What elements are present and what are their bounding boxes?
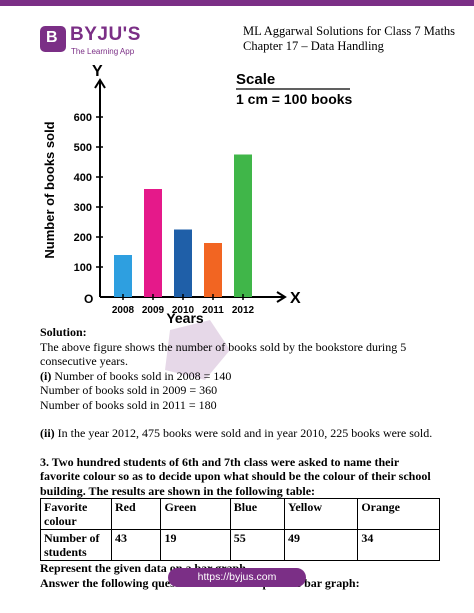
bar [144,189,162,297]
part-ii-text: In the year 2012, 475 books were sold an… [57,426,433,440]
header-title: ML Aggarwal Solutions for Class 7 Maths [243,24,456,38]
x-tick-label: 2009 [142,305,165,316]
table-row: Favorite colour Red Green Blue Yellow Or… [40,498,440,530]
table-cell: Yellow [284,498,359,530]
colour-table: Favorite colour Red Green Blue Yellow Or… [40,498,440,561]
bar-chart: Y X O 100 200 300 400 500 600 2008 2009 2010 2011 201… [42,63,353,325]
solution-text: The above figure shows the number of boo… [40,339,407,369]
table-cell: Favorite colour [40,498,112,530]
footer-url-link[interactable]: https://byjus.com [168,568,306,587]
header-chapter: Chapter 17 – Data Handling [243,39,384,53]
solution-heading: Solution: [40,325,87,339]
solution-content: Solution: The above figure shows the num… [40,325,440,590]
x-tick-label: 2008 [112,305,135,316]
part-ii-label: (ii) [40,426,55,440]
x-tick-label: 2010 [172,305,195,316]
bar [204,243,222,297]
x-tick-label: 2011 [202,305,224,316]
x-axis-letter: X [290,290,301,307]
logo-name: BYJU'S [70,24,141,45]
y-tick-label: 300 [74,202,92,214]
table-cell: 19 [160,529,231,561]
y-tick-label: 200 [74,232,92,244]
y-axis-letter: Y [92,63,103,80]
x-tick-label: 2012 [232,305,255,316]
table-cell: Green [160,498,231,530]
y-axis-arrow [94,78,106,89]
part-i-label: (i) [40,368,52,383]
table-cell: 34 [357,529,440,561]
origin-label: O [84,292,93,306]
y-tick-label: 600 [74,112,92,124]
part-i-line1: Number of books sold in 2008 = 140 [54,368,232,383]
table-cell: Orange [357,498,440,530]
table-cell: Blue [229,498,286,530]
byjus-logo[interactable]: B BYJU'S The Learning App [40,22,140,62]
part-i-line2: Number of books sold in 2009 = 360 [40,383,218,397]
y-tick-label: 100 [74,262,92,274]
y-axis-title: Number of books sold [42,121,57,258]
bar [174,229,192,297]
table-cell: 55 [229,529,286,561]
logo-tagline: The Learning App [71,47,135,56]
x-axis-title: Years [166,310,204,325]
table-cell: Number of students [40,529,112,561]
scale-text: 1 cm = 100 books [236,91,353,107]
part-i-line3: Number of books sold in 2011 = 180 [40,397,217,412]
table-cell: 43 [110,529,162,561]
table-row: Number of students 43 19 55 49 34 [40,529,440,561]
question-3: 3. Two hundred students of 6th and 7th c… [40,454,431,498]
scale-title: Scale [236,71,275,88]
table-cell: 49 [284,529,359,561]
bar [234,154,252,297]
y-tick-label: 500 [74,142,92,154]
y-tick-label: 400 [74,172,92,184]
logo-mark-icon: B [40,26,66,52]
bar [114,255,132,297]
table-cell: Red [110,498,162,530]
top-accent-bar [0,0,474,6]
x-axis-arrow [276,291,287,303]
page-header: ML Aggarwal Solutions for Class 7 Maths … [243,24,455,54]
